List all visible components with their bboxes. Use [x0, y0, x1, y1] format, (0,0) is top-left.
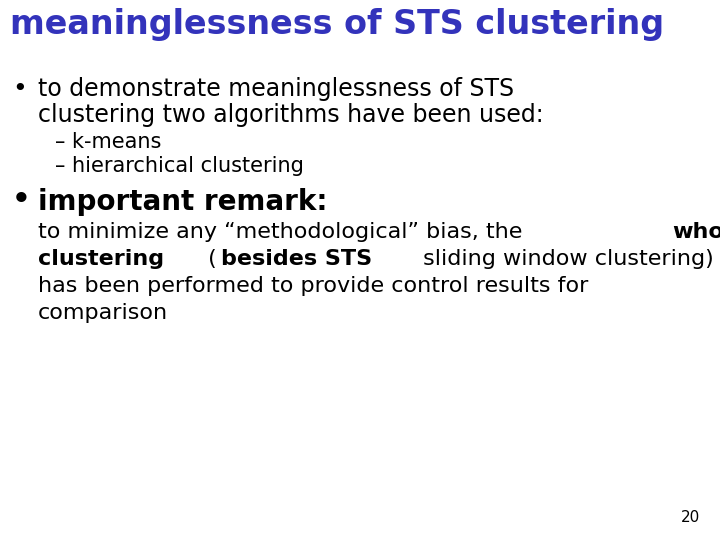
Text: besides STS: besides STS [221, 249, 372, 269]
Text: – k-means: – k-means [55, 132, 161, 152]
Text: comparison: comparison [38, 303, 168, 323]
Text: •: • [12, 77, 27, 101]
Text: clustering two algorithms have been used:: clustering two algorithms have been used… [38, 103, 544, 127]
Text: – hierarchical clustering: – hierarchical clustering [55, 156, 304, 176]
Text: important remark:: important remark: [38, 188, 328, 216]
Text: meaninglessness of STS clustering: meaninglessness of STS clustering [10, 8, 664, 41]
Text: has been performed to provide control results for: has been performed to provide control re… [38, 276, 588, 296]
Text: to minimize any “methodological” bias, the: to minimize any “methodological” bias, t… [38, 222, 529, 242]
Text: (: ( [201, 249, 217, 269]
Text: whole: whole [672, 222, 720, 242]
Text: to demonstrate meaninglessness of STS: to demonstrate meaninglessness of STS [38, 77, 514, 101]
Text: •: • [12, 186, 31, 214]
Text: sliding window clustering): sliding window clustering) [416, 249, 714, 269]
Text: 20: 20 [680, 510, 700, 525]
Text: clustering: clustering [38, 249, 164, 269]
